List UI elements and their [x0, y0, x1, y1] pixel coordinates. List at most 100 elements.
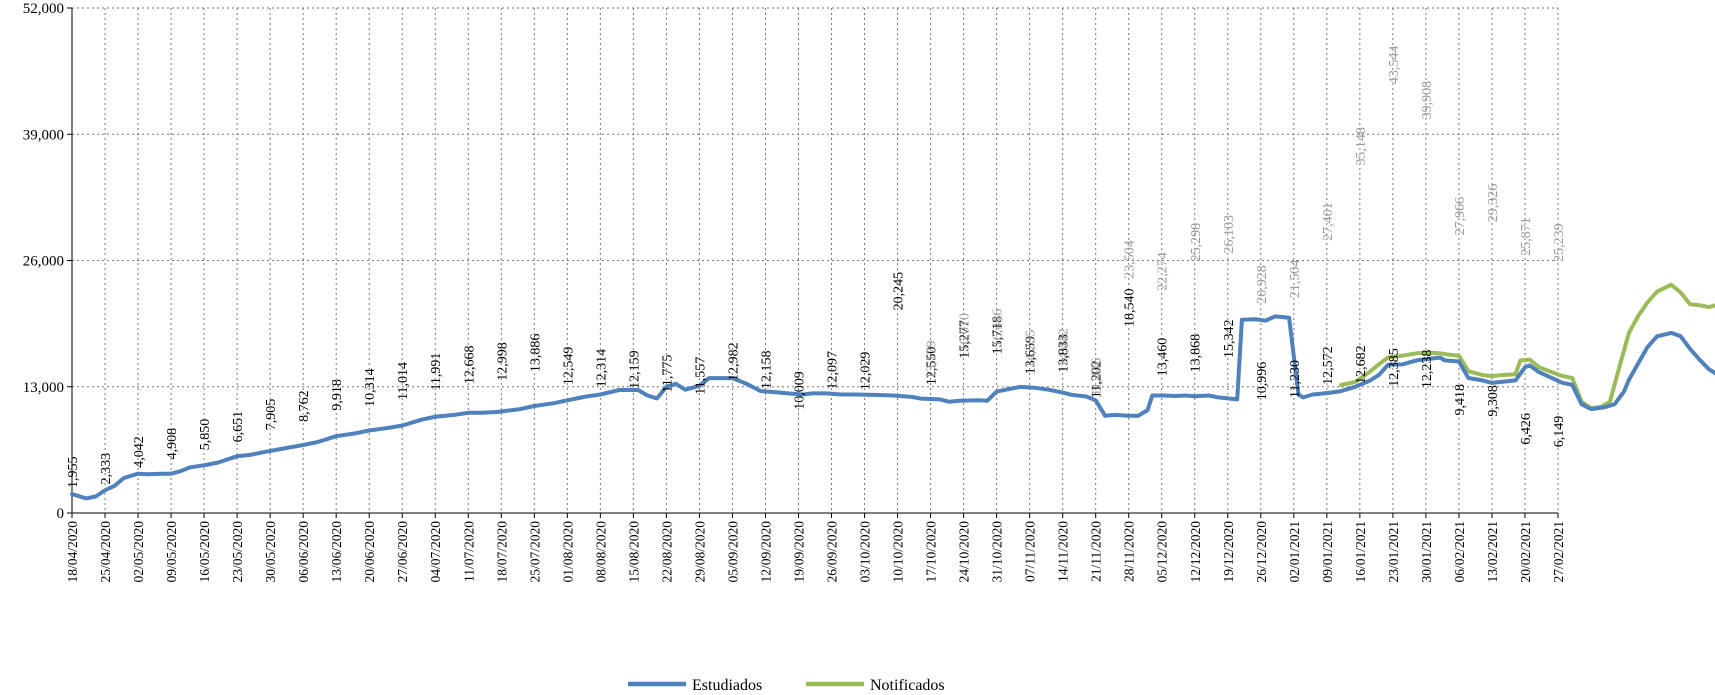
- data-label-estudiados: 2,333: [99, 453, 114, 485]
- x-tick-label: 22/08/2020: [659, 521, 674, 583]
- legend-label-notificados: Notificados: [870, 677, 945, 694]
- legend-label-estudiados: Estudiados: [692, 677, 762, 694]
- x-tick-label: 06/06/2020: [296, 521, 311, 583]
- data-labels: 1,955 2,333 4,042 4,908 5,850 6,651 7,905 8,762…: [66, 46, 1567, 488]
- data-label-estudiados: 13,833: [1057, 334, 1072, 373]
- y-tick-label: 26,000: [23, 254, 64, 270]
- x-tick-label: 21/11/2020: [1089, 521, 1104, 582]
- x-tick-label: 29/08/2020: [692, 521, 707, 583]
- data-label-notificados: 14,295: [1024, 330, 1039, 369]
- data-label-estudiados: 12,097: [826, 351, 841, 390]
- x-tick-label: 14/11/2020: [1056, 521, 1071, 582]
- data-label-notificados: 39,908: [1420, 81, 1435, 120]
- x-tick-label: 12/09/2020: [758, 521, 773, 583]
- data-label-estudiados: 1,955: [66, 457, 81, 489]
- series-line-notificados: [1339, 282, 1715, 411]
- grid-lines: [72, 7, 1559, 513]
- data-label-notificados: 25,239: [1552, 223, 1567, 262]
- data-label-estudiados: 15,277: [958, 320, 973, 359]
- data-label-estudiados: 12,682: [1354, 345, 1369, 384]
- data-label-estudiados: 10,314: [363, 368, 378, 407]
- x-tick-label: 27/02/2021: [1551, 521, 1566, 583]
- data-label-estudiados: 15,342: [1222, 320, 1237, 359]
- data-label-estudiados: 9,918: [330, 379, 345, 411]
- x-tick-label: 19/09/2020: [791, 521, 806, 583]
- data-label-estudiados: 4,908: [165, 428, 180, 460]
- x-tick-label: 25/07/2020: [527, 521, 542, 583]
- data-label-estudiados: 13,659: [1024, 336, 1039, 375]
- x-tick-label: 20/02/2021: [1518, 521, 1533, 583]
- x-tick-label: 28/11/2020: [1122, 521, 1137, 582]
- data-label-notificados: 21,504: [1288, 260, 1303, 299]
- data-label-notificados: 14,442: [1057, 328, 1072, 367]
- x-tick-label: 18/07/2020: [494, 521, 509, 583]
- data-label-estudiados: 5,850: [198, 419, 213, 451]
- data-label-estudiados: 12,668: [462, 345, 477, 384]
- data-label-estudiados: 11,775: [660, 355, 675, 393]
- legend: Estudiados Notificados: [628, 677, 945, 694]
- x-tick-label: 24/10/2020: [957, 521, 972, 583]
- x-tick-label: 26/09/2020: [825, 521, 840, 583]
- x-tick-label: 20/06/2020: [362, 521, 377, 583]
- data-label-notificados: 35,148: [1354, 127, 1369, 166]
- data-label-estudiados: 6,651: [231, 411, 246, 443]
- x-axis: 18/04/2020 25/04/2020 02/05/2020 09/05/2020…: [65, 512, 1566, 583]
- data-label-estudiados: 6,149: [1552, 416, 1567, 448]
- x-tick-label: 02/01/2021: [1287, 521, 1302, 583]
- x-tick-label: 25/04/2020: [98, 521, 113, 583]
- data-label-estudiados: 12,572: [1321, 346, 1336, 385]
- data-label-estudiados: 12,158: [759, 350, 774, 389]
- x-tick-label: 23/01/2021: [1386, 521, 1401, 583]
- x-tick-label: 27/06/2020: [395, 521, 410, 583]
- data-label-estudiados: 6,426: [1519, 413, 1534, 445]
- data-label-estudiados: 13,886: [528, 334, 543, 373]
- data-label-estudiados: 12,982: [726, 342, 741, 381]
- x-tick-label: 10/10/2020: [891, 521, 906, 583]
- data-label-notificados: 13,179: [925, 341, 940, 380]
- y-axis: 0 13,000 26,000 39,000 52,000: [23, 1, 73, 522]
- x-tick-label: 05/09/2020: [725, 521, 740, 583]
- data-label-notificados: 27,966: [1453, 197, 1468, 236]
- x-tick-label: 15/08/2020: [626, 521, 641, 583]
- x-tick-label: 09/05/2020: [164, 521, 179, 583]
- x-tick-label: 08/08/2020: [593, 521, 608, 583]
- data-label-estudiados: 10,009: [792, 371, 807, 410]
- data-label-notificados: 16,446: [991, 309, 1006, 348]
- y-tick-label: 0: [57, 506, 65, 522]
- data-label-notificados: 22,274: [1156, 252, 1171, 291]
- x-tick-label: 09/01/2021: [1320, 521, 1335, 583]
- x-tick-label: 12/12/2020: [1188, 521, 1203, 583]
- y-tick-label: 52,000: [23, 1, 64, 17]
- data-label-estudiados: 9,308: [1486, 385, 1501, 417]
- data-label-estudiados: 12,385: [1387, 348, 1402, 387]
- data-label-estudiados: 11,202: [1090, 360, 1105, 398]
- data-label-notificados: 43,544: [1387, 46, 1402, 85]
- data-label-notificados: 20,928: [1255, 265, 1270, 304]
- data-label-estudiados: 9,418: [1453, 384, 1468, 416]
- x-tick-label: 31/10/2020: [990, 521, 1005, 583]
- data-label-notificados: 29,326: [1486, 184, 1501, 223]
- data-label-notificados: 25,871: [1519, 217, 1534, 256]
- data-label-notificados: 27,401: [1321, 202, 1336, 241]
- data-label-estudiados: 12,549: [561, 347, 576, 386]
- data-label-estudiados: 7,905: [264, 399, 279, 431]
- x-tick-label: 05/12/2020: [1155, 521, 1170, 583]
- data-label-estudiados: 12,159: [627, 350, 642, 389]
- x-tick-label: 30/01/2021: [1419, 521, 1434, 583]
- x-tick-label: 23/05/2020: [230, 521, 245, 583]
- data-label-notificados: 16,010: [958, 313, 973, 352]
- data-label-estudiados: 12,314: [594, 349, 609, 388]
- x-tick-label: 06/02/2021: [1452, 521, 1467, 583]
- x-tick-label: 01/08/2020: [560, 521, 575, 583]
- data-label-notificados: 11,446: [1090, 358, 1105, 396]
- x-tick-label: 11/07/2020: [461, 521, 476, 582]
- data-label-estudiados: 12,550: [925, 347, 940, 386]
- x-tick-label: 02/05/2020: [131, 521, 146, 583]
- data-label-estudiados: 12,238: [1420, 350, 1435, 389]
- x-tick-label: 26/12/2020: [1254, 521, 1269, 583]
- data-label-estudiados: 11,991: [429, 353, 444, 391]
- data-label-estudiados: 4,042: [132, 436, 147, 468]
- x-tick-label: 18/04/2020: [65, 521, 80, 583]
- data-label-notificados: 26,103: [1222, 215, 1237, 254]
